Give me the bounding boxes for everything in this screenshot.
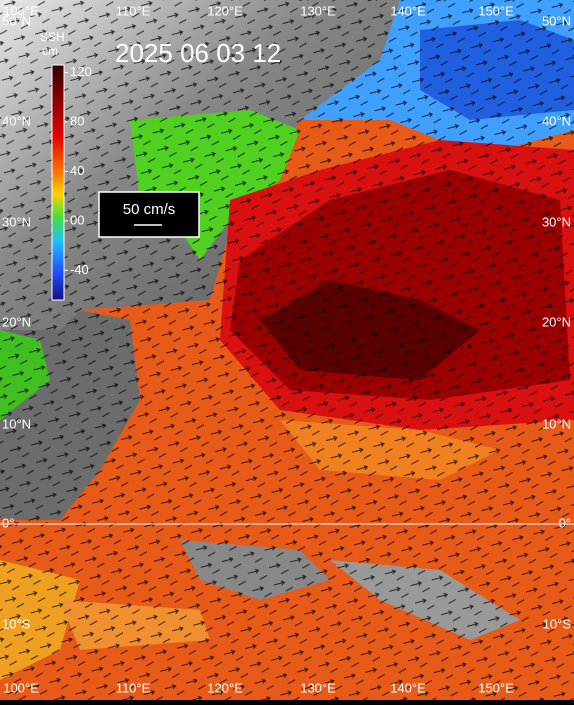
lon-label: 120°E [207,680,243,695]
lon-label: 140°E [390,680,426,695]
lon-label: 100°E [3,3,39,18]
lat-label: 10°S [2,616,31,631]
colorbar-unit: cm [42,44,58,58]
scale-label: 50 cm/s [123,201,176,218]
lon-label: 100°E [3,680,39,695]
lat-label: 10°N [542,416,571,431]
lon-label: 110°E [116,680,151,695]
colorbar-tick-label: 40 [70,163,84,178]
lat-label: 50°N [2,13,31,28]
lat-label: 20°N [2,314,31,329]
title: 2025 06 03 12 [115,38,281,68]
lat-label: 30°N [2,214,31,229]
axes-labels: 50°N 40°N 30°N 20°N 10°N 0° 10°S 50°N 40°N 30°N 20… [2,3,571,695]
lat-label: 0° [2,515,14,530]
lon-label: 120°E [207,3,243,18]
colorbar-tick-label: 120 [70,64,92,79]
lat-label: 10°S [543,616,572,631]
lat-label: 0° [559,515,571,530]
colorbar: SSH cm 120 80 40 00 -40 [40,30,92,301]
lat-label: 50°N [542,13,571,28]
lon-label: 150°E [478,680,514,695]
colorbar-tick-label: 80 [70,113,84,128]
lon-label: 110°E [116,3,151,18]
lon-label: 140°E [390,3,426,18]
lat-label: 40°N [542,113,571,128]
colorbar-gradient [51,64,65,301]
lon-label: 130°E [300,3,336,18]
colorbar-tick-label: -40 [70,262,89,277]
colorbar-label: SSH [40,30,65,44]
lon-label: 130°E [300,680,336,695]
lat-label: 30°N [542,214,571,229]
lat-label: 20°N [542,314,571,329]
colorbar-tick-label: 00 [70,212,84,227]
lat-label: 40°N [2,113,31,128]
lon-label: 150°E [478,3,514,18]
lat-label: 10°N [2,416,31,431]
scale-box: 50 cm/s [98,191,200,238]
